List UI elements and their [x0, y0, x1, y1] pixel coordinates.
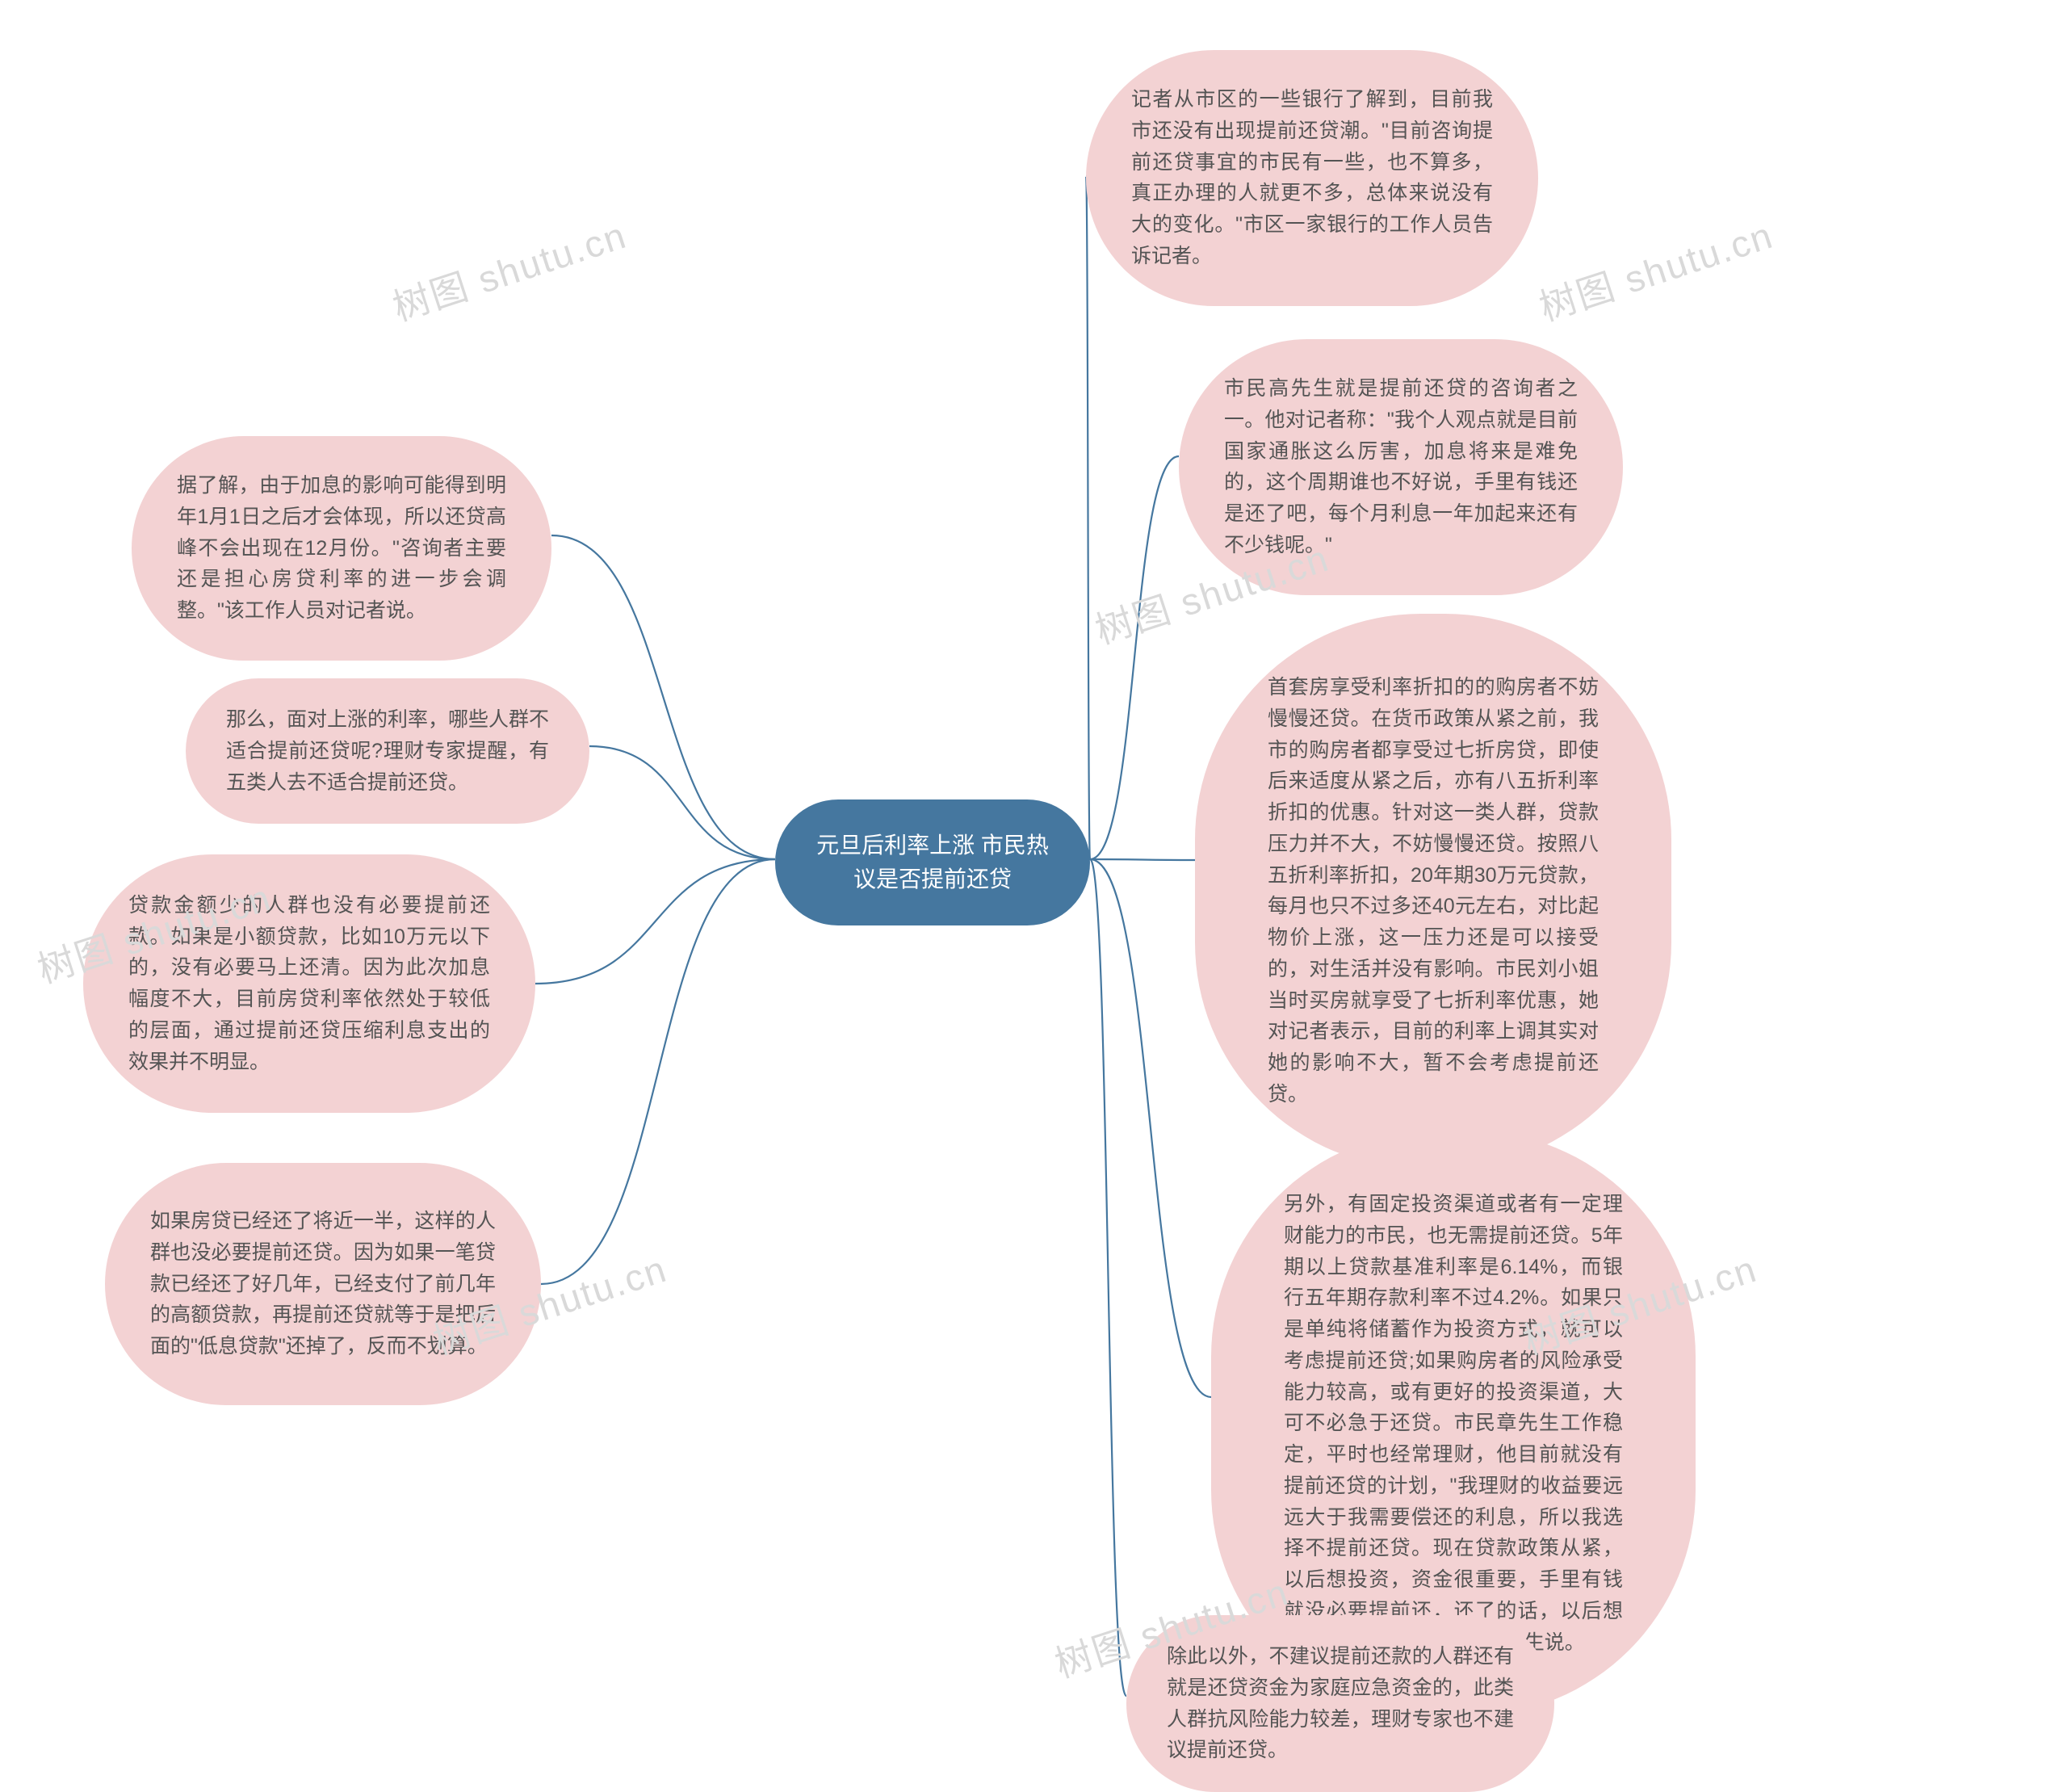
leaf-node: 首套房享受利率折扣的的购房者不妨慢慢还贷。在货币政策从紧之前，我市的购房者都享受…	[1195, 614, 1671, 1169]
mindmap-canvas: 元旦后利率上涨 市民热议是否提前还贷 据了解，由于加息的影响可能得到明年1月1日…	[0, 0, 2067, 1786]
center-node: 元旦后利率上涨 市民热议是否提前还贷	[775, 799, 1090, 925]
edge	[541, 859, 775, 1284]
leaf-label: 贷款金额少的人群也没有必要提前还款。如果是小额贷款，比如10万元以下的，没有必要…	[128, 890, 490, 1078]
leaf-node: 记者从市区的一些银行了解到，目前我市还没有出现提前还贷潮。"目前咨询提前还贷事宜…	[1086, 50, 1538, 306]
edge	[1090, 859, 1126, 1696]
edge	[1090, 859, 1195, 860]
edge	[535, 859, 775, 984]
leaf-label: 除此以外，不建议提前还款的人群还有就是还贷资金为家庭应急资金的，此类人群抗风险能…	[1167, 1641, 1514, 1766]
leaf-node: 那么，面对上涨的利率，哪些人群不适合提前还贷呢?理财专家提醒，有五类人去不适合提…	[186, 678, 589, 824]
edge	[551, 535, 775, 859]
watermark: 树图 shutu.cn	[385, 206, 632, 332]
center-label: 元旦后利率上涨 市民热议是否提前还贷	[809, 829, 1056, 896]
edge	[1086, 176, 1090, 859]
leaf-label: 那么，面对上涨的利率，哪些人群不适合提前还贷呢?理财专家提醒，有五类人去不适合提…	[226, 704, 549, 798]
leaf-label: 另外，有固定投资渠道或者有一定理财能力的市民，也无需提前还贷。5年期以上贷款基准…	[1284, 1189, 1623, 1658]
leaf-label: 据了解，由于加息的影响可能得到明年1月1日之后才会体现，所以还贷高峰不会出现在1…	[177, 470, 506, 627]
leaf-label: 记者从市区的一些银行了解到，目前我市还没有出现提前还贷潮。"目前咨询提前还贷事宜…	[1131, 84, 1493, 272]
leaf-node: 据了解，由于加息的影响可能得到明年1月1日之后才会体现，所以还贷高峰不会出现在1…	[132, 436, 551, 661]
edge	[1090, 456, 1179, 859]
leaf-label: 首套房享受利率折扣的的购房者不妨慢慢还贷。在货币政策从紧之前，我市的购房者都享受…	[1268, 672, 1599, 1110]
edge	[589, 746, 775, 859]
leaf-node: 市民高先生就是提前还贷的咨询者之一。他对记者称："我个人观点就是目前国家通胀这么…	[1179, 339, 1623, 595]
leaf-label: 市民高先生就是提前还贷的咨询者之一。他对记者称："我个人观点就是目前国家通胀这么…	[1224, 373, 1578, 561]
leaf-node: 除此以外，不建议提前还款的人群还有就是还贷资金为家庭应急资金的，此类人群抗风险能…	[1126, 1615, 1554, 1792]
leaf-node: 如果房贷已经还了将近一半，这样的人群也没必要提前还贷。因为如果一笔贷款已经还了好…	[105, 1163, 541, 1405]
edge	[1090, 859, 1211, 1397]
watermark: 树图 shutu.cn	[1532, 206, 1779, 332]
leaf-label: 如果房贷已经还了将近一半，这样的人群也没必要提前还贷。因为如果一笔贷款已经还了好…	[150, 1206, 496, 1362]
leaf-node: 贷款金额少的人群也没有必要提前还款。如果是小额贷款，比如10万元以下的，没有必要…	[83, 854, 535, 1113]
